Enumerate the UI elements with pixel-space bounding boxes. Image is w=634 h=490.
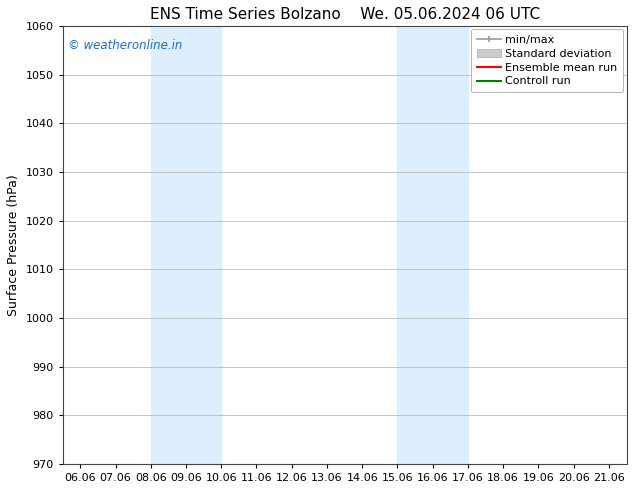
Bar	[398, 26, 468, 464]
Text: © weatheronline.in: © weatheronline.in	[68, 39, 183, 52]
Legend: min/max, Standard deviation, Ensemble mean run, Controll run: min/max, Standard deviation, Ensemble me…	[471, 29, 623, 92]
Y-axis label: Surface Pressure (hPa): Surface Pressure (hPa)	[7, 174, 20, 316]
Title: ENS Time Series Bolzano    We. 05.06.2024 06 UTC: ENS Time Series Bolzano We. 05.06.2024 0…	[150, 7, 540, 22]
Bar	[151, 26, 221, 464]
